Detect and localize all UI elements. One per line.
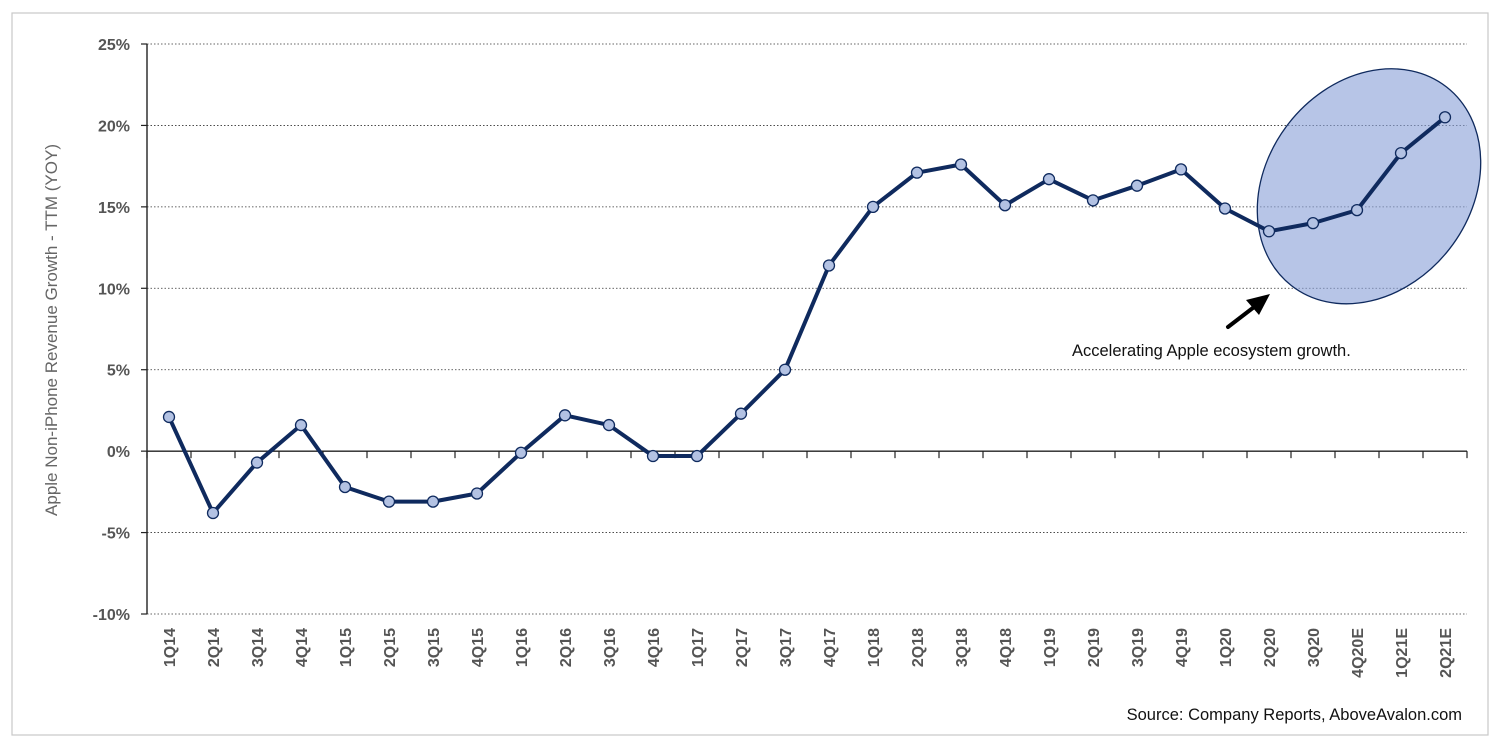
x-tick-label: 4Q18 [998,628,1015,667]
x-tick-label: 4Q19 [1174,628,1191,667]
x-tick-label: 3Q18 [954,628,971,667]
data-point-3Q14 [250,456,264,469]
x-tick-label: 2Q17 [734,628,751,667]
series-points-group [162,111,1452,520]
data-point-1Q19 [1042,173,1056,186]
series-line-group [167,115,1447,516]
x-tick-label: 2Q20 [1262,628,1279,667]
x-tick-label: 1Q18 [866,628,883,667]
x-tick-label: 2Q19 [1086,628,1103,667]
x-tick-label: 1Q20 [1218,628,1235,667]
x-tick-label: 3Q15 [426,628,443,667]
x-tick-label: 2Q16 [558,628,575,667]
data-point-4Q20E [1350,203,1364,217]
x-tick-label: 2Q18 [910,628,927,667]
x-tick-label: 4Q14 [294,628,311,667]
y-tick-label: -10% [93,607,130,624]
y-axis-ticks: -10% -5% 0% 5% 10% 15% 20% 25% [93,37,130,624]
data-point-4Q16 [646,449,660,463]
x-tick-label: 1Q21E [1394,628,1411,678]
x-tick-label: 3Q19 [1130,628,1147,667]
data-point-4Q17 [822,259,836,272]
x-tick-label: 1Q17 [690,628,707,667]
data-point-2Q16 [558,409,572,422]
y-axis-label: Apple Non-iPhone Revenue Growth - TTM (Y… [42,144,61,516]
x-tick-label: 1Q16 [514,628,531,667]
x-tick-label: 4Q16 [646,628,663,667]
data-point-1Q14 [162,410,176,424]
data-point-4Q19 [1174,163,1188,176]
y-tick-label: 10% [98,281,130,298]
y-tick-label: 0% [107,444,130,461]
annotation-text: Accelerating Apple ecosystem growth. [1072,342,1351,360]
x-tick-label: 3Q20 [1306,628,1323,667]
x-tick-label: 1Q19 [1042,628,1059,667]
data-point-3Q15 [426,495,440,508]
source-credit: Source: Company Reports, AboveAvalon.com [1127,706,1462,724]
data-point-1Q15 [338,480,352,494]
data-point-4Q15 [470,487,484,500]
x-axis-ticks: 1Q14 2Q14 3Q14 4Q14 1Q15 2Q15 3Q15 4Q15 1Q16 2Q16… [162,628,1455,678]
x-tick-label: 4Q17 [822,628,839,667]
y-tick-label: 5% [107,363,130,380]
data-point-1Q16 [514,446,528,459]
data-point-2Q14 [206,506,220,520]
y-tick-label: 20% [98,118,130,135]
data-point-2Q20 [1262,225,1276,238]
x-tick-label: 1Q14 [162,628,179,667]
chart-frame [11,12,1489,736]
highlight-ellipse [1256,68,1482,305]
data-point-2Q18 [910,166,924,179]
data-point-4Q18 [998,199,1012,212]
x-tick-label: 3Q16 [602,628,619,667]
data-point-1Q17 [690,449,704,463]
axes [141,43,1468,615]
x-tick-label: 3Q17 [778,628,795,667]
x-tick-label: 4Q20E [1350,628,1367,678]
data-point-3Q19 [1130,179,1144,192]
gridlines [147,43,1467,615]
x-tick-label: 2Q14 [206,628,223,667]
data-point-4Q14 [294,418,308,432]
x-tick-label: 4Q15 [470,628,487,667]
data-point-2Q21E [1438,111,1452,124]
x-tick-label: 2Q21E [1438,628,1455,678]
data-point-2Q17 [734,407,748,420]
y-tick-label: 25% [98,37,130,54]
data-point-2Q15 [382,495,396,508]
data-point-1Q20 [1218,202,1232,215]
annotation-arrow [1226,294,1270,329]
data-point-1Q21E [1394,146,1408,160]
x-tick-label: 1Q15 [338,628,355,667]
data-point-1Q18 [866,200,880,214]
data-point-2Q19 [1086,194,1100,207]
series-line [167,115,1447,516]
data-point-3Q18 [954,158,968,171]
y-tick-label: 15% [98,200,130,217]
x-tick-label: 3Q14 [250,628,267,667]
data-point-3Q17 [778,363,792,376]
data-point-3Q16 [602,418,616,432]
y-tick-label: -5% [102,526,130,543]
x-tick-label: 2Q15 [382,628,399,667]
data-point-3Q20 [1306,216,1320,230]
